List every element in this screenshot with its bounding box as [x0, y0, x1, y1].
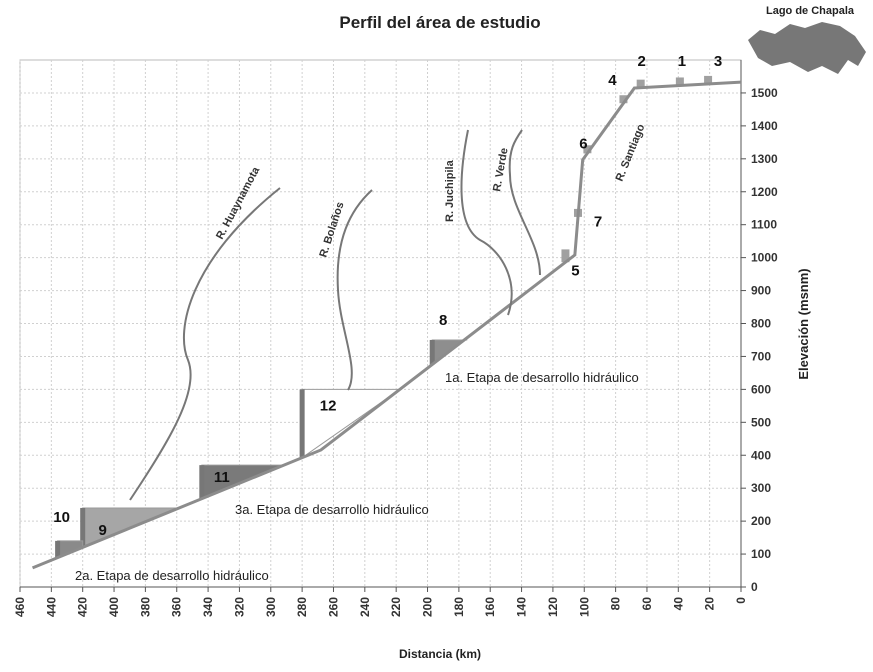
- dam: [704, 75, 713, 84]
- river-huaynamota: [129, 187, 281, 501]
- chart-title: Perfil del área de estudio: [339, 13, 540, 32]
- y-tick-label: 1400: [751, 119, 778, 133]
- x-tick-label: 300: [264, 597, 278, 617]
- x-tick-label: 220: [389, 597, 403, 617]
- x-tick-label: 360: [170, 597, 184, 617]
- x-tick-label: 80: [609, 597, 623, 611]
- lake-map: [748, 22, 866, 74]
- y-tick-label: 0: [751, 580, 758, 594]
- y-tick-label: 700: [751, 349, 771, 363]
- y-tick-label: 100: [751, 547, 771, 561]
- y-tick-label: 400: [751, 448, 771, 462]
- dam-label: 1: [678, 53, 686, 70]
- y-tick-label: 1200: [751, 185, 778, 199]
- dam-label: 3: [714, 53, 722, 70]
- x-axis-label: Distancia (km): [399, 647, 481, 661]
- inset-label: Lago de Chapala: [766, 5, 855, 17]
- dam-label: 12: [320, 397, 337, 414]
- y-tick-label: 900: [751, 284, 771, 298]
- y-tick-label: 1000: [751, 251, 778, 265]
- river-verde: [508, 129, 541, 276]
- dam-label: 8: [439, 312, 447, 329]
- y-tick-label: 300: [751, 481, 771, 495]
- x-tick-label: 460: [13, 597, 27, 617]
- dam-label: 11: [214, 469, 230, 486]
- x-tick-label: 240: [358, 597, 372, 617]
- x-tick-label: 380: [138, 597, 152, 617]
- dam: [675, 77, 684, 86]
- x-tick-label: 280: [295, 597, 309, 617]
- x-tick-label: 160: [483, 597, 497, 617]
- stage-label: 3a. Etapa de desarrollo hidráulico: [235, 502, 429, 517]
- x-tick-label: 0: [734, 597, 748, 604]
- stage-label: 2a. Etapa de desarrollo hidráulico: [75, 568, 269, 583]
- x-tick-label: 400: [107, 597, 121, 617]
- x-tick-label: 180: [452, 597, 466, 617]
- dam-label: 2: [638, 53, 646, 70]
- x-tick-label: 100: [577, 597, 591, 617]
- dam-label: 10: [53, 509, 70, 526]
- y-tick-label: 1100: [751, 218, 777, 232]
- y-tick-label: 1500: [751, 86, 778, 100]
- river-label: R. Juchipila: [444, 159, 456, 222]
- dam: [619, 95, 628, 104]
- dam-label: 6: [579, 135, 587, 152]
- x-tick-label: 60: [640, 597, 654, 611]
- dam-wall: [429, 339, 435, 365]
- dam-wall: [299, 389, 305, 458]
- x-tick-label: 320: [232, 597, 246, 617]
- dam: [561, 249, 570, 263]
- x-tick-label: 140: [515, 597, 529, 617]
- y-axis-label: Elevación (msnm): [796, 268, 811, 379]
- dam-wall: [199, 465, 205, 499]
- y-tick-label: 500: [751, 415, 771, 429]
- x-tick-label: 40: [671, 597, 685, 611]
- x-tick-label: 200: [421, 597, 435, 617]
- dam-wall: [80, 507, 86, 548]
- y-tick-label: 200: [751, 514, 771, 528]
- dam: [583, 145, 592, 154]
- profile-line: [31, 80, 742, 570]
- x-tick-label: 260: [326, 597, 340, 617]
- dam-wall: [55, 540, 61, 558]
- x-tick-label: 20: [703, 597, 717, 611]
- river-bolanos: [336, 189, 373, 391]
- y-tick-label: 800: [751, 317, 771, 331]
- x-tick-label: 340: [201, 597, 215, 617]
- x-tick-label: 440: [44, 597, 58, 617]
- stage-label: 1a. Etapa de desarrollo hidráulico: [445, 370, 639, 385]
- dam-label: 5: [571, 262, 579, 279]
- y-tick-label: 1300: [751, 152, 778, 166]
- dam-label: 7: [594, 213, 602, 230]
- x-tick-label: 120: [546, 597, 560, 617]
- river-juchipila: [460, 129, 513, 316]
- x-tick-label: 420: [76, 597, 90, 617]
- dam-label: 4: [608, 72, 617, 89]
- dam: [636, 79, 645, 88]
- y-tick-label: 600: [751, 382, 771, 396]
- dam-label: 9: [99, 522, 107, 539]
